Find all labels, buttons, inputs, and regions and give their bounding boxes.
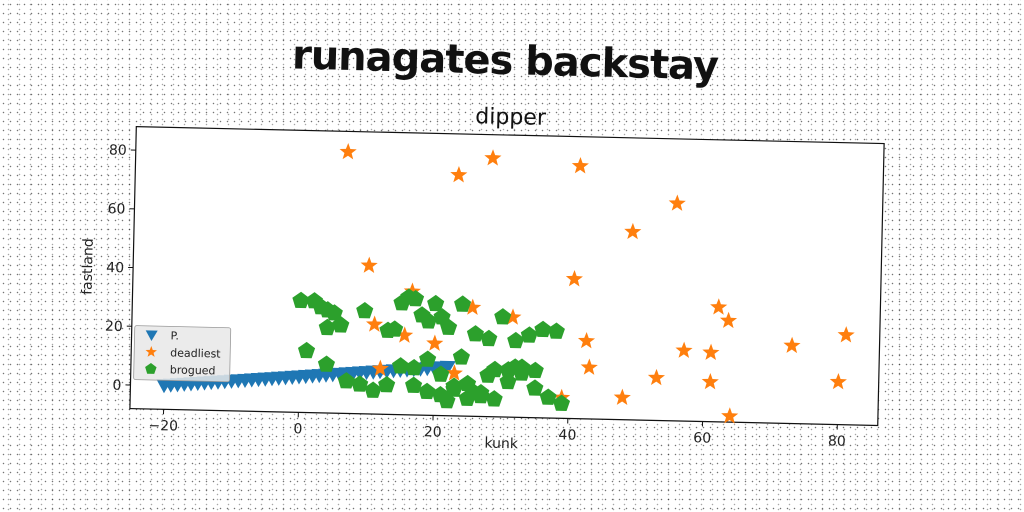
data-point [701,373,719,390]
data-point [364,381,382,398]
data-point [318,318,336,336]
data-point [526,361,544,379]
data-point [480,329,498,347]
data-point [432,365,450,382]
data-point [829,373,847,390]
data-point [426,334,444,351]
data-point [454,295,472,312]
legend-marker [145,330,158,341]
data-point [484,149,502,166]
data-point [440,318,458,336]
data-point [405,376,423,393]
x-tick-label: 60 [693,430,711,446]
data-point [452,348,470,365]
legend: P. deadliest brogued [133,325,232,383]
data-point [485,390,503,407]
data-point [526,379,544,396]
data-point [378,375,396,393]
data-point [339,142,357,160]
data-point [647,368,665,386]
y-tick-label: 20 [105,319,123,335]
y-tick-label: 60 [107,201,125,217]
data-point [506,358,524,375]
legend-box [133,325,232,383]
data-point [837,326,855,343]
data-point [392,357,410,374]
data-point [624,222,642,240]
data-point [520,326,538,343]
x-tick-label: 0 [293,421,302,437]
data-point [427,294,445,312]
data-point [721,407,739,424]
data-point [356,302,374,319]
data-point [337,372,355,389]
data-point [719,311,738,329]
data-point [332,316,350,333]
data-point [613,388,631,406]
data-point [419,312,438,329]
data-point [450,166,468,183]
x-tick-label: −20 [148,418,178,435]
data-point [507,331,525,349]
legend-label: brogued [170,363,216,377]
legend-marker [145,345,157,357]
data-point [534,320,552,338]
legend-label: P. [170,329,179,342]
data-point [577,332,596,349]
data-point [539,388,557,405]
data-point [571,157,589,174]
data-point [465,383,483,401]
data-marks [156,142,855,424]
y-axis: 0 20 40 60 80 [105,142,136,394]
data-point [325,304,343,321]
data-point [317,355,336,372]
data-point [386,320,404,337]
data-point [365,315,384,332]
data-point [499,372,517,390]
data-point [418,382,436,400]
legend-label: deadliest [170,346,221,360]
y-tick-label: 80 [109,142,127,158]
data-point [419,350,437,367]
x-axis-label: kunk [484,436,519,453]
x-axis: −20 0 20 40 60 80 [148,409,846,450]
data-point [438,392,456,409]
data-point [552,394,571,412]
chart-title: dipper [475,104,547,131]
y-tick-label: 40 [106,260,124,276]
x-tick-label: 80 [828,433,846,449]
series-brogued [292,288,571,412]
y-tick-label: 0 [112,378,121,394]
data-point [580,358,598,375]
data-point [479,366,497,383]
x-tick-label: 40 [558,427,576,443]
y-axis-label: fastland [79,238,96,295]
data-point [297,341,316,359]
data-point [360,256,378,273]
axes: −20 0 20 40 60 80 0 20 40 60 80 dipper kunk fastl… [79,104,885,453]
x-tick-label: 20 [424,424,442,440]
data-point [439,360,456,375]
data-point [371,359,389,377]
data-point [783,336,801,354]
data-point [675,341,693,358]
data-point [668,194,686,211]
data-point [351,375,369,392]
data-point [396,326,414,343]
legend-marker [145,362,157,374]
data-point [445,377,463,394]
data-point [464,298,482,315]
data-point [405,358,423,376]
data-point [445,364,463,381]
data-point [407,289,425,307]
data-point [565,270,583,287]
data-point [710,298,728,315]
data-point [466,325,484,342]
data-point [702,343,720,361]
data-point [547,322,565,339]
data-point [292,291,310,309]
data-point [494,308,512,325]
